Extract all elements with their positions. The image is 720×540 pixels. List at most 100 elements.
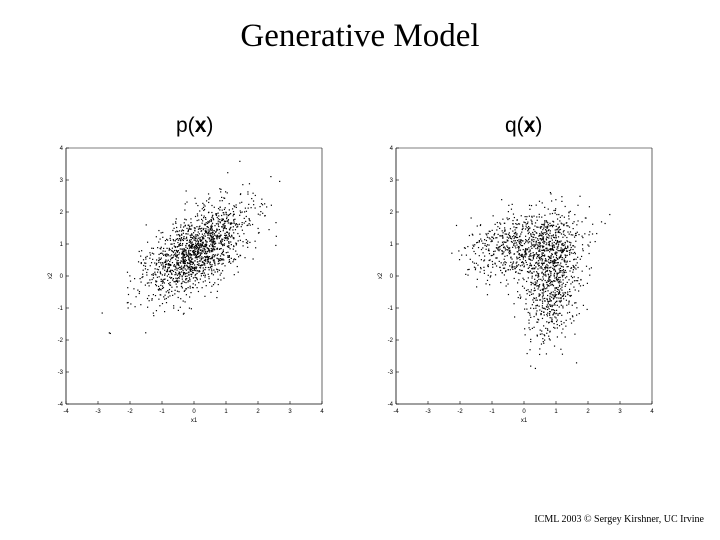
scatter-point	[536, 271, 538, 273]
scatter-point	[472, 261, 474, 263]
scatter-point	[158, 259, 160, 261]
scatter-point	[193, 253, 195, 255]
scatter-point	[230, 244, 232, 246]
scatter-point	[539, 246, 541, 248]
scatter-point	[558, 325, 561, 327]
scatter-point	[248, 223, 250, 225]
scatter-point	[195, 273, 197, 276]
scatter-point	[569, 260, 571, 263]
scatter-point	[174, 254, 177, 256]
scatter-point	[500, 244, 503, 247]
scatter-point	[512, 219, 514, 222]
scatter-point	[196, 279, 198, 281]
y-tick-label: -3	[58, 370, 64, 376]
scatter-point	[541, 330, 543, 332]
scatter-point	[188, 254, 191, 256]
scatter-point	[589, 274, 591, 276]
scatter-point	[572, 269, 575, 271]
scatter-point	[546, 304, 548, 306]
scatter-point	[232, 213, 235, 215]
scatter-point	[523, 251, 526, 253]
scatter-point	[197, 252, 199, 254]
scatter-point	[564, 269, 567, 272]
scatter-point	[215, 235, 217, 237]
scatter-point	[577, 266, 579, 269]
scatter-point	[190, 222, 192, 224]
scatter-point	[540, 262, 543, 264]
scatter-point	[204, 280, 206, 282]
scatter-point	[574, 289, 576, 291]
scatter-point	[203, 259, 205, 262]
scatter-point	[461, 254, 463, 256]
scatter-point	[234, 218, 236, 220]
scatter-point	[561, 243, 563, 245]
scatter-point	[491, 240, 493, 242]
scatter-point	[510, 208, 513, 210]
scatter-point	[129, 280, 132, 282]
scatter-point	[158, 261, 160, 264]
scatter-point	[221, 209, 223, 211]
scatter-point	[518, 242, 521, 244]
scatter-point	[172, 279, 174, 281]
scatter-point	[547, 300, 549, 302]
scatter-point	[199, 278, 201, 280]
scatter-point	[185, 236, 188, 238]
scatter-point	[209, 261, 211, 263]
y-tick-label: 2	[60, 210, 64, 216]
scatter-point	[538, 257, 541, 260]
scatter-point	[199, 267, 202, 269]
scatter-point	[180, 298, 182, 300]
scatter-point	[559, 228, 562, 231]
scatter-point	[557, 264, 559, 266]
scatter-point	[543, 286, 545, 288]
scatter-point	[507, 218, 509, 221]
scatter-point	[194, 245, 197, 247]
scatter-point	[562, 272, 564, 274]
x-tick-label: 0	[522, 409, 526, 415]
scatter-point	[544, 229, 547, 231]
scatter-point	[180, 239, 182, 241]
scatter-point	[184, 203, 186, 205]
scatter-point	[546, 230, 548, 232]
scatter-point	[196, 226, 198, 228]
scatter-point	[203, 208, 206, 211]
scatter-point	[563, 248, 566, 250]
scatter-point	[528, 266, 530, 268]
scatter-point	[184, 289, 186, 292]
scatter-point	[517, 257, 519, 259]
scatter-point	[513, 226, 515, 228]
scatter-point	[144, 268, 147, 270]
scatter-point	[494, 262, 496, 264]
scatter-point	[179, 239, 181, 241]
scatter-point	[561, 251, 563, 253]
scatter-point	[573, 258, 575, 260]
scatter-point	[527, 311, 529, 314]
scatter-point	[182, 237, 185, 239]
scatter-point	[223, 243, 226, 245]
scatter-point	[544, 221, 546, 223]
scatter-point	[540, 225, 542, 228]
scatter-point	[513, 244, 515, 246]
scatter-point	[167, 267, 169, 269]
scatter-point	[549, 270, 551, 272]
scatter-point	[159, 288, 161, 291]
scatter-point	[572, 234, 574, 236]
scatter-point	[560, 294, 562, 296]
scatter-point	[275, 222, 277, 224]
scatter-point	[261, 204, 264, 206]
scatter-point	[158, 298, 160, 300]
scatter-point	[513, 277, 515, 280]
scatter-point	[535, 243, 537, 245]
scatter-point	[239, 254, 242, 257]
scatter-point	[570, 242, 572, 244]
scatter-point	[184, 273, 186, 275]
scatter-point	[541, 223, 543, 226]
scatter-point	[552, 298, 555, 300]
scatter-point	[556, 290, 558, 293]
scatter-point	[528, 238, 530, 241]
scatter-point	[199, 243, 201, 245]
scatter-point	[561, 286, 563, 288]
scatter-point	[234, 224, 237, 226]
scatter-point	[182, 239, 184, 241]
scatter-point	[140, 255, 142, 257]
